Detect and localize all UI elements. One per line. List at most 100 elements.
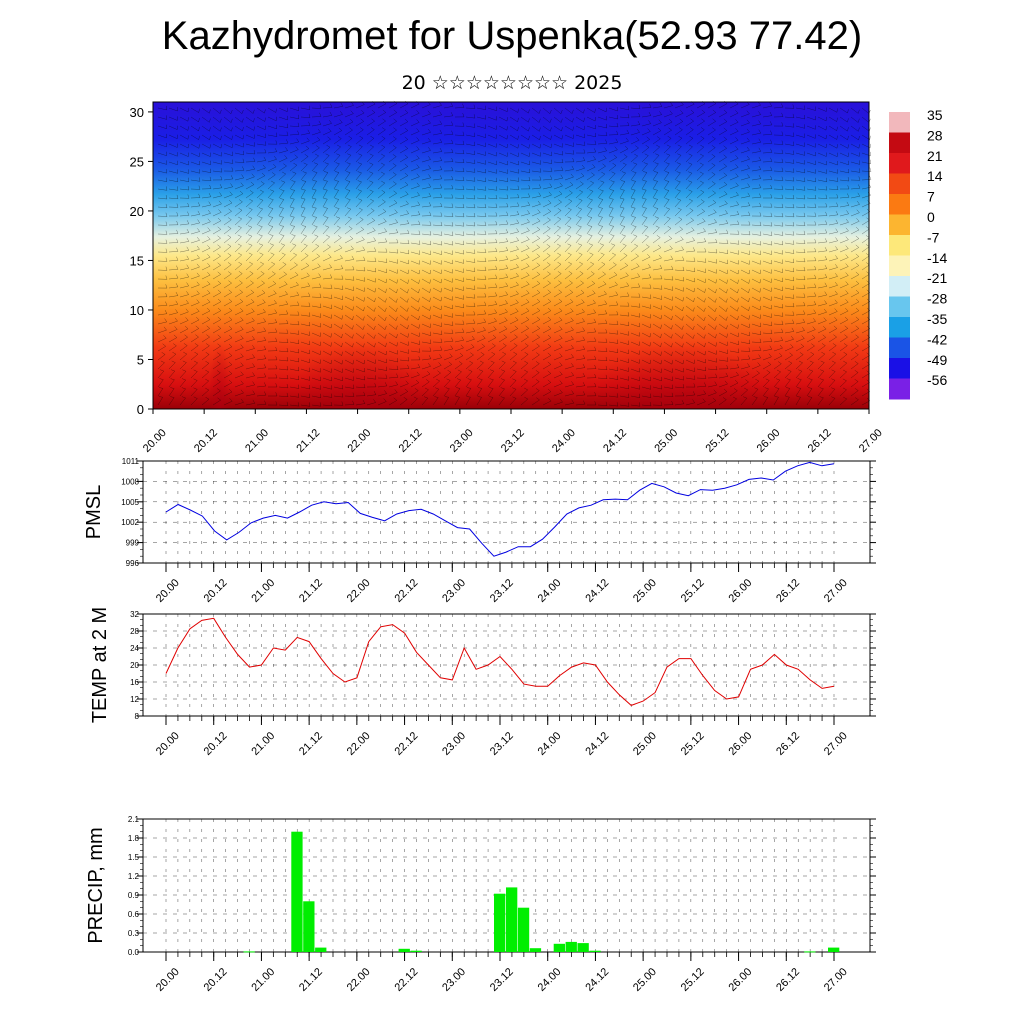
colorbar-bin xyxy=(889,337,910,359)
x-tick-label: 22.00 xyxy=(345,966,373,994)
precip-bar xyxy=(828,947,840,952)
pmsl-panel-frame xyxy=(142,460,871,564)
x-tick-label: 23.12 xyxy=(499,427,527,455)
x-tick-label: 25.00 xyxy=(631,966,659,994)
x-tick-label: 26.00 xyxy=(726,966,754,994)
precip-bar xyxy=(529,948,542,952)
precip-bar xyxy=(303,901,315,952)
y-tick-label: 15 xyxy=(130,253,144,268)
x-tick-label: 20.00 xyxy=(154,730,182,758)
x-tick-label: 22.12 xyxy=(392,577,420,605)
x-tick-label: 24.12 xyxy=(583,730,611,758)
colorbar-bin xyxy=(889,132,910,154)
x-tick-label: 26.12 xyxy=(774,966,802,994)
x-tick-label: 22.12 xyxy=(392,730,420,758)
x-tick-label: 21.00 xyxy=(249,730,277,758)
precip-bar xyxy=(506,887,518,952)
colorbar-label: 35 xyxy=(927,107,943,123)
x-tick-label: 21.12 xyxy=(297,966,325,994)
x-tick-label: 21.00 xyxy=(249,577,277,605)
x-tick-label: 25.00 xyxy=(631,730,659,758)
heatmap-field xyxy=(153,102,869,409)
precip-panel: 20.00 20.12 21.00 21.12 22.00 22.12 23.00 23.12… xyxy=(85,815,876,994)
y-tick-label: 996 xyxy=(126,559,140,568)
x-tick-label: 26.00 xyxy=(755,427,783,455)
y-tick-label: 20 xyxy=(130,204,144,219)
colorbar-bin xyxy=(889,194,910,215)
colorbar-label: -42 xyxy=(927,331,947,347)
x-tick-label: 25.12 xyxy=(679,966,707,994)
colorbar-label: 7 xyxy=(927,189,935,205)
colorbar-bin xyxy=(889,317,910,338)
x-tick-label: 25.00 xyxy=(631,577,659,605)
colorbar-bin xyxy=(889,255,910,277)
x-tick-label: 24.00 xyxy=(550,427,578,455)
x-tick-label: 25.12 xyxy=(703,427,731,455)
y-tick-label: 20 xyxy=(130,661,139,670)
y-tick-label: 0.0 xyxy=(128,948,140,957)
colorbar-label: -7 xyxy=(927,229,940,245)
colorbar-label: 14 xyxy=(927,168,943,184)
x-tick-label: 20.12 xyxy=(202,730,230,758)
temp-panel: 20.00 20.12 21.00 21.12 22.00 22.12 23.00 23.12… xyxy=(89,607,876,758)
chart-subtitle: 20 ☆☆☆☆☆☆☆☆ 2025 xyxy=(401,72,623,94)
y-axis-label: PRECIP, mm xyxy=(85,827,107,943)
x-tick-label: 27.00 xyxy=(857,427,885,455)
colorbar-bin xyxy=(889,173,910,195)
y-tick-label: 1.2 xyxy=(128,872,140,881)
y-tick-label: 0.9 xyxy=(128,891,140,900)
y-tick-label: 16 xyxy=(130,678,139,687)
x-tick-label: 24.12 xyxy=(601,427,629,455)
x-tick-label: 23.12 xyxy=(488,730,516,758)
y-axis-label: PMSL xyxy=(83,485,105,539)
colorbar-bin xyxy=(889,112,910,133)
y-tick-label: 12 xyxy=(130,695,139,704)
x-tick-label: 26.12 xyxy=(774,577,802,605)
x-tick-label: 27.00 xyxy=(822,966,850,994)
x-tick-label: 25.12 xyxy=(679,730,707,758)
pmsl-line xyxy=(165,461,835,557)
x-tick-label: 26.12 xyxy=(806,427,834,455)
x-tick-label: 23.00 xyxy=(440,966,468,994)
x-tick-label: 20.00 xyxy=(154,966,182,994)
y-tick-label: 1008 xyxy=(121,477,139,486)
x-tick-label: 21.12 xyxy=(294,427,322,455)
x-tick-label: 20.12 xyxy=(202,966,230,994)
x-tick-label: 23.00 xyxy=(440,730,468,758)
x-tick-label: 26.00 xyxy=(726,730,754,758)
x-tick-label: 22.00 xyxy=(345,577,373,605)
x-tick-label: 24.12 xyxy=(583,966,611,994)
precip-bar xyxy=(517,907,530,952)
x-tick-label: 24.00 xyxy=(536,966,564,994)
precip-bar xyxy=(494,893,506,952)
colorbar-label: -28 xyxy=(927,291,947,307)
x-tick-label: 24.12 xyxy=(583,577,611,605)
precip-bar xyxy=(589,950,601,952)
y-tick-label: 0.6 xyxy=(128,910,140,919)
colorbar-bin xyxy=(889,153,910,174)
y-tick-label: 25 xyxy=(130,154,144,169)
x-tick-label: 21.12 xyxy=(297,730,325,758)
wind-barbs xyxy=(157,100,872,407)
colorbar-bin xyxy=(889,276,910,297)
warm-anomaly xyxy=(300,299,420,409)
x-tick-label: 20.00 xyxy=(141,427,169,455)
y-tick-label: 2.1 xyxy=(128,815,140,824)
y-axis-label: TEMP at 2 M xyxy=(89,607,111,723)
x-tick-label: 23.00 xyxy=(440,577,468,605)
y-tick-label: 1011 xyxy=(122,457,140,466)
colorbar-bin xyxy=(889,378,910,400)
y-tick-label: 28 xyxy=(130,627,139,636)
colorbar-bin xyxy=(889,214,910,236)
x-tick-label: 22.12 xyxy=(392,966,420,994)
x-tick-label: 27.00 xyxy=(822,577,850,605)
x-tick-label: 24.00 xyxy=(536,730,564,758)
temp-line xyxy=(165,617,835,706)
x-tick-label: 23.12 xyxy=(488,966,516,994)
x-tick-label: 22.00 xyxy=(345,427,373,455)
y-tick-label: 10 xyxy=(130,303,144,318)
colorbar-label: 28 xyxy=(927,127,943,143)
precip-bar xyxy=(410,950,422,952)
x-tick-label: 24.00 xyxy=(536,577,564,605)
